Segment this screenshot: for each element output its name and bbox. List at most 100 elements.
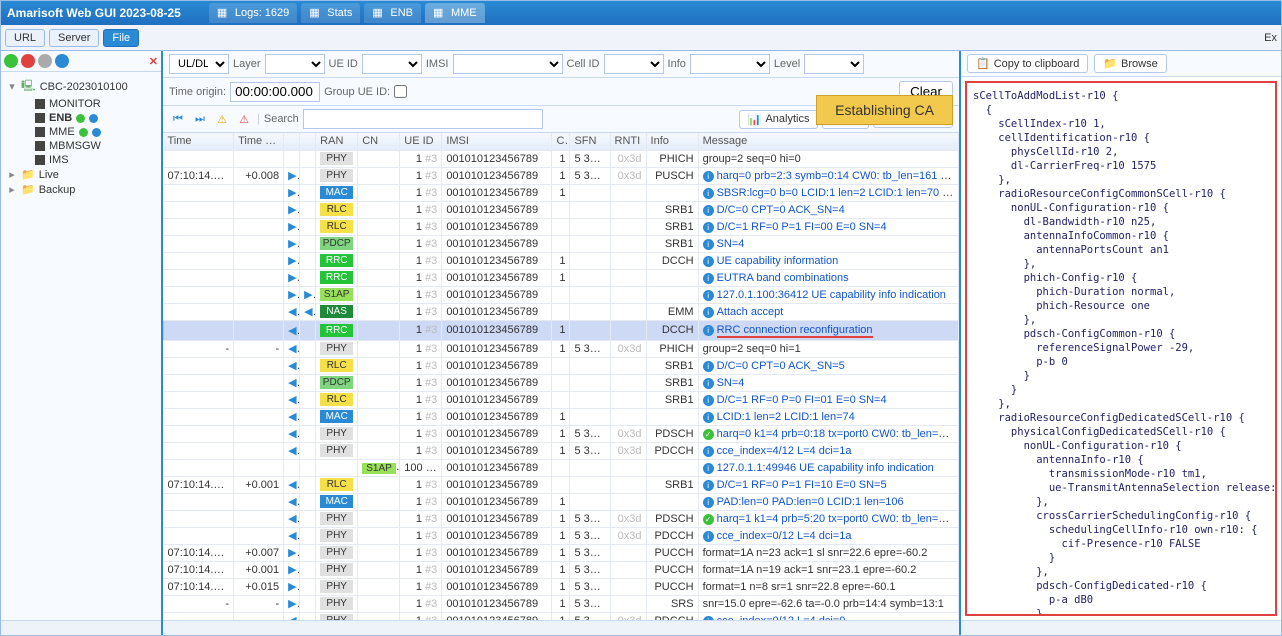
first-icon[interactable]: ⏮: [169, 110, 187, 128]
col-ue id[interactable]: UE ID: [400, 133, 442, 150]
log-row[interactable]: ◀PHY1 #300101012345678915 354.00x3dPDCCH…: [164, 442, 959, 459]
col-rnti[interactable]: RNTI: [610, 133, 646, 150]
log-row[interactable]: ▶RLC1 #3001010123456789SRB1iD/C=1 RF=0 P…: [164, 218, 959, 235]
callout-establishing-ca: Establishing CA: [816, 95, 953, 125]
log-row[interactable]: 07:10:14.536+0.001◀RLC1 #300101012345678…: [164, 476, 959, 493]
log-row[interactable]: ◀RLC1 #3001010123456789SRB1iD/C=1 RF=0 P…: [164, 391, 959, 408]
ueid-select[interactable]: [362, 54, 422, 74]
warn-icon[interactable]: ⚠: [213, 110, 231, 128]
log-row[interactable]: S1AP100 #3001010123456789i127.0.1.1:4994…: [164, 459, 959, 476]
app-title: Amarisoft Web GUI 2023-08-25: [7, 6, 181, 20]
col-marker[interactable]: [300, 133, 316, 150]
tree-node-mme[interactable]: MME: [3, 125, 159, 139]
tree-node-monitor[interactable]: MONITOR: [3, 97, 159, 111]
left-toolbar: ✕: [1, 51, 161, 72]
error-icon[interactable]: ⚠: [235, 110, 253, 128]
info-icon: i: [703, 480, 714, 491]
col-time diff[interactable]: Time diff: [234, 133, 284, 150]
server-button[interactable]: Server: [49, 29, 99, 47]
timeorigin-input[interactable]: [230, 82, 320, 102]
log-row[interactable]: ◀PHY1 #300101012345678915 354.10x3dPDSCH…: [164, 510, 959, 527]
close-icon[interactable]: ✕: [149, 55, 158, 68]
file-button[interactable]: File: [103, 29, 139, 47]
imsi-select[interactable]: [453, 54, 563, 74]
top-tab-stats[interactable]: ▦Stats: [301, 3, 360, 23]
tree-folder-live[interactable]: ▸📁Live: [3, 167, 159, 182]
log-row[interactable]: ▶PDCP1 #3001010123456789SRB1iSN=4: [164, 235, 959, 252]
connect-icon[interactable]: [4, 54, 18, 68]
log-row[interactable]: ◀PHY1 #300101012345678915 356.40x3dPDCCH…: [164, 612, 959, 620]
log-row[interactable]: 07:10:14.544+0.001▶PHY1 #300101012345678…: [164, 561, 959, 578]
tree-node-mbmsgw[interactable]: MBMSGW: [3, 139, 159, 153]
log-row[interactable]: ◀PDCP1 #3001010123456789SRB1iSN=4: [164, 374, 959, 391]
log-row[interactable]: ◀MAC1 #30010101234567891iLCID:1 len=2 LC…: [164, 408, 959, 425]
log-row[interactable]: ▶RRC1 #30010101234567891DCCHiUE capabili…: [164, 252, 959, 269]
col-ran[interactable]: RAN: [316, 133, 358, 150]
level-select[interactable]: [804, 54, 864, 74]
log-row[interactable]: 07:10:14.543+0.007▶PHY1 #300101012345678…: [164, 544, 959, 561]
node-icon: [35, 141, 45, 151]
tree-folder-backup[interactable]: ▸📁Backup: [3, 182, 159, 197]
log-row[interactable]: ▶RRC1 #30010101234567891iEUTRA band comb…: [164, 269, 959, 286]
log-row[interactable]: ◀RLC1 #3001010123456789SRB1iD/C=0 CPT=0 …: [164, 357, 959, 374]
disconnect-icon[interactable]: [21, 54, 35, 68]
browse-button[interactable]: 📁Browse: [1094, 54, 1166, 73]
info-select[interactable]: [690, 54, 770, 74]
top-tab-mme[interactable]: ▦MME: [425, 3, 485, 23]
info-icon: i: [703, 497, 714, 508]
log-row[interactable]: --▶PHY1 #300101012345678915 356.0SRSsnr=…: [164, 595, 959, 612]
detail-pre[interactable]: sCellToAddModList-r10 { { sCellIndex-r10…: [965, 81, 1277, 616]
left-hscroll[interactable]: [1, 620, 161, 635]
log-row[interactable]: --◀PHY1 #300101012345678915 354.00x3dPHI…: [164, 340, 959, 357]
ran-badge: RLC: [320, 478, 353, 491]
last-icon[interactable]: ⏭: [191, 110, 209, 128]
settings-icon[interactable]: [38, 54, 52, 68]
copy-button[interactable]: 📋Copy to clipboard: [967, 54, 1088, 73]
log-row[interactable]: ◀◀NAS1 #3001010123456789EMMiAttach accep…: [164, 303, 959, 320]
mid-hscroll[interactable]: [163, 620, 959, 635]
search-input[interactable]: [303, 109, 543, 129]
col-imsi[interactable]: IMSI: [442, 133, 552, 150]
analytics-button[interactable]: 📊Analytics: [739, 110, 819, 129]
log-row[interactable]: ◀RRC1 #30010101234567891DCCHiRRC connect…: [164, 320, 959, 340]
info-icon: i: [703, 171, 714, 182]
folder-icon: 📁: [21, 168, 35, 181]
col-time[interactable]: Time: [164, 133, 234, 150]
col-marker[interactable]: [284, 133, 300, 150]
node-icon: [35, 155, 45, 165]
tree-node-ims[interactable]: IMS: [3, 153, 159, 167]
col-cn[interactable]: CN: [358, 133, 400, 150]
col-cell[interactable]: Cell: [552, 133, 570, 150]
ran-badge: S1AP: [320, 288, 353, 301]
col-sfn[interactable]: SFN: [570, 133, 610, 150]
tree-node-enb[interactable]: ENB: [3, 111, 159, 125]
log-row[interactable]: 07:10:14.559+0.015▶PHY1 #300101012345678…: [164, 578, 959, 595]
tree-root[interactable]: ▾🖳 CBC-2023010100: [3, 76, 159, 97]
right-hscroll[interactable]: [961, 620, 1281, 635]
layer-select[interactable]: [265, 54, 325, 74]
groupue-checkbox[interactable]: [394, 85, 407, 98]
top-tab-logs[interactable]: ▦Logs: 1629: [209, 3, 297, 23]
refresh-icon[interactable]: [55, 54, 69, 68]
info-icon: i: [703, 290, 714, 301]
status-dot: [79, 128, 88, 137]
ran-badge: PHY: [320, 152, 353, 165]
col-message[interactable]: Message: [698, 133, 958, 150]
log-row[interactable]: ◀MAC1 #30010101234567891iPAD:len=0 PAD:l…: [164, 493, 959, 510]
log-grid[interactable]: TimeTime diff RANCNUE IDIMSICellSFNRNTIIn…: [163, 133, 959, 620]
log-row[interactable]: ◀PHY1 #300101012345678915 354.10x3dPDCCH…: [164, 527, 959, 544]
uldl-select[interactable]: UL/DL: [169, 54, 229, 74]
info-label: Info: [668, 58, 686, 70]
url-button[interactable]: URL: [5, 29, 45, 47]
log-row[interactable]: ▶RLC1 #3001010123456789SRB1iD/C=0 CPT=0 …: [164, 201, 959, 218]
log-row[interactable]: 07:10:14.535+0.008▶PHY1 #300101012345678…: [164, 167, 959, 184]
log-row[interactable]: ▶▶S1AP1 #3001010123456789i127.0.1.100:36…: [164, 286, 959, 303]
col-info[interactable]: Info: [646, 133, 698, 150]
top-tab-enb[interactable]: ▦ENB: [364, 3, 421, 23]
ran-badge: RLC: [320, 220, 353, 233]
log-row[interactable]: ◀PHY1 #300101012345678915 354.00x3dPDSCH…: [164, 425, 959, 442]
log-row[interactable]: PHY1 #300101012345678915 353.20x3dPHICHg…: [164, 150, 959, 167]
cellid-select[interactable]: [604, 54, 664, 74]
right-toolbar: 📋Copy to clipboard 📁Browse: [961, 51, 1281, 77]
log-row[interactable]: ▶MAC1 #30010101234567891iSBSR:lcg=0 b=0 …: [164, 184, 959, 201]
